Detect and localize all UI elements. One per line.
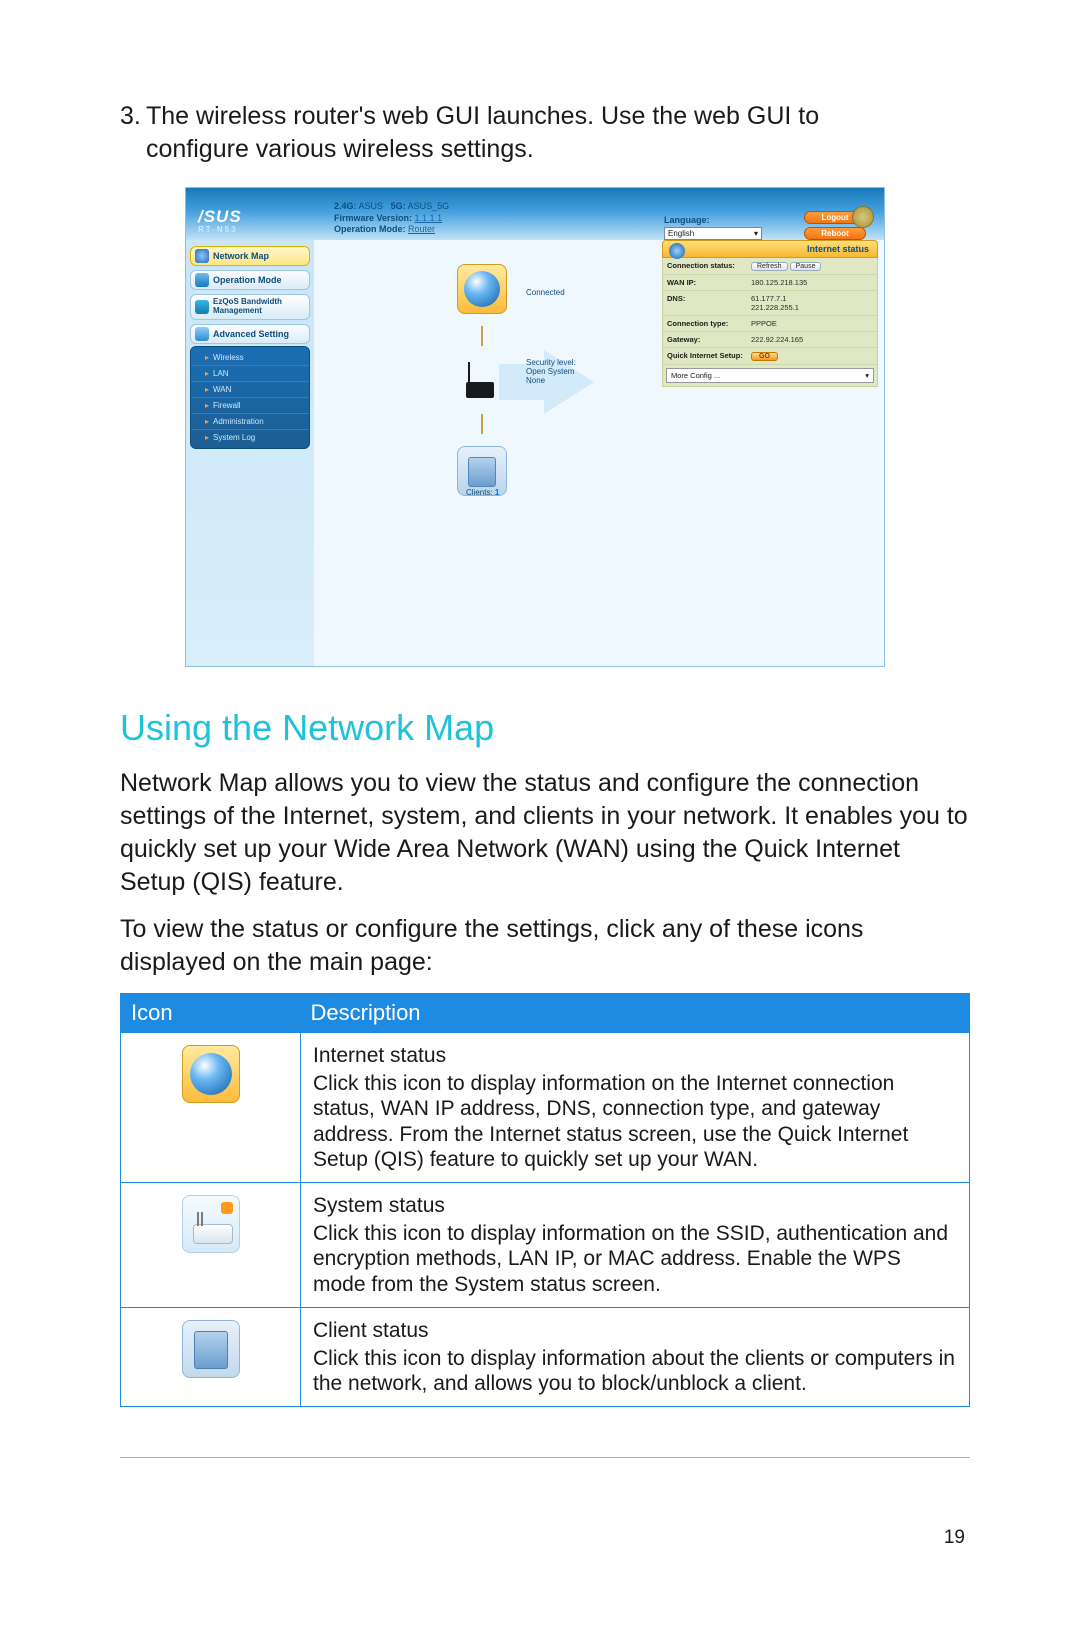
sidebar-item-wan[interactable]: ▸WAN — [191, 381, 309, 397]
table-row: System status Click this icon to display… — [121, 1182, 970, 1307]
qos-icon — [195, 300, 209, 314]
router-icon[interactable] — [460, 358, 504, 402]
pause-button[interactable]: Pause — [790, 262, 822, 271]
mode-icon — [195, 273, 209, 287]
internet-status-icon[interactable] — [457, 264, 507, 314]
connected-label: Connected — [526, 288, 565, 297]
table-row: Internet status Click this icon to displ… — [121, 1033, 970, 1183]
sidebar-item-wireless[interactable]: ▸Wireless — [191, 350, 309, 365]
asus-logo: /SUS — [198, 207, 298, 227]
language-label: Language: — [664, 215, 794, 225]
row-title: Client status — [313, 1318, 957, 1343]
sidebar-item-lan[interactable]: ▸LAN — [191, 365, 309, 381]
paragraph-1: Network Map allows you to view the statu… — [120, 767, 970, 899]
step-3-text: 3.The wireless router's web GUI launches… — [120, 100, 970, 165]
internet-status-panel: Internet status Connection status:Refres… — [662, 240, 878, 387]
model-label: RT-N53 — [198, 225, 298, 234]
security-level-label: Security level:Open SystemNone — [526, 358, 576, 385]
row-title: System status — [313, 1193, 957, 1218]
footer-rule — [120, 1457, 970, 1458]
sidebar: Network Map Operation Mode EzQoS Bandwid… — [186, 240, 314, 666]
chevron-down-icon: ▾ — [754, 229, 758, 238]
sidebar-item-system-log[interactable]: ▸System Log — [191, 429, 309, 445]
table-row: Client status Click this icon to display… — [121, 1307, 970, 1407]
step-number: 3. — [120, 100, 146, 133]
sidebar-item-administration[interactable]: ▸Administration — [191, 413, 309, 429]
more-config-select[interactable]: More Config ...▾ — [666, 368, 874, 383]
gui-content: Connected Security level:Open SystemNone… — [314, 240, 884, 666]
row-body: Click this icon to display information a… — [313, 1347, 955, 1395]
refresh-button[interactable]: Refresh — [751, 262, 788, 271]
icon-description-table: Icon Description Internet status Click t… — [120, 993, 970, 1407]
section-title: Using the Network Map — [120, 707, 970, 749]
gear-icon — [195, 327, 209, 341]
header-info: 2.4G: ASUS 5G: ASUS_5G Firmware Version:… — [298, 195, 664, 240]
globe-icon — [195, 249, 209, 263]
system-status-icon — [182, 1195, 240, 1253]
language-select[interactable]: English▾ — [664, 227, 762, 240]
lock-icon — [221, 1202, 233, 1214]
sidebar-item-ezqos[interactable]: EzQoS Bandwidth Management — [190, 294, 310, 320]
sidebar-item-operation-mode[interactable]: Operation Mode — [190, 270, 310, 290]
paragraph-2: To view the status or configure the sett… — [120, 913, 970, 979]
clients-label: Clients: 1 — [466, 488, 499, 497]
internet-status-icon — [182, 1045, 240, 1103]
advanced-submenu: ▸Wireless ▸LAN ▸WAN ▸Firewall ▸Administr… — [190, 346, 310, 449]
internet-status-title: Internet status — [662, 240, 878, 258]
gui-header: /SUS RT-N53 2.4G: ASUS 5G: ASUS_5G Firmw… — [186, 188, 884, 240]
row-body: Click this icon to display information o… — [313, 1072, 908, 1171]
column-description: Description — [301, 994, 970, 1033]
go-button[interactable]: GO — [751, 352, 778, 361]
router-gui-screenshot: /SUS RT-N53 2.4G: ASUS 5G: ASUS_5G Firmw… — [185, 187, 885, 667]
sidebar-item-advanced[interactable]: Advanced Setting — [190, 324, 310, 344]
sidebar-item-network-map[interactable]: Network Map — [190, 246, 310, 266]
row-title: Internet status — [313, 1043, 957, 1068]
sidebar-item-firewall[interactable]: ▸Firewall — [191, 397, 309, 413]
page-number: 19 — [944, 1527, 965, 1549]
client-status-icon — [182, 1320, 240, 1378]
chevron-down-icon: ▾ — [865, 371, 869, 380]
reboot-button[interactable]: Reboot — [804, 227, 866, 240]
column-icon: Icon — [121, 994, 301, 1033]
help-icon[interactable] — [852, 206, 874, 228]
row-body: Click this icon to display information o… — [313, 1222, 948, 1295]
